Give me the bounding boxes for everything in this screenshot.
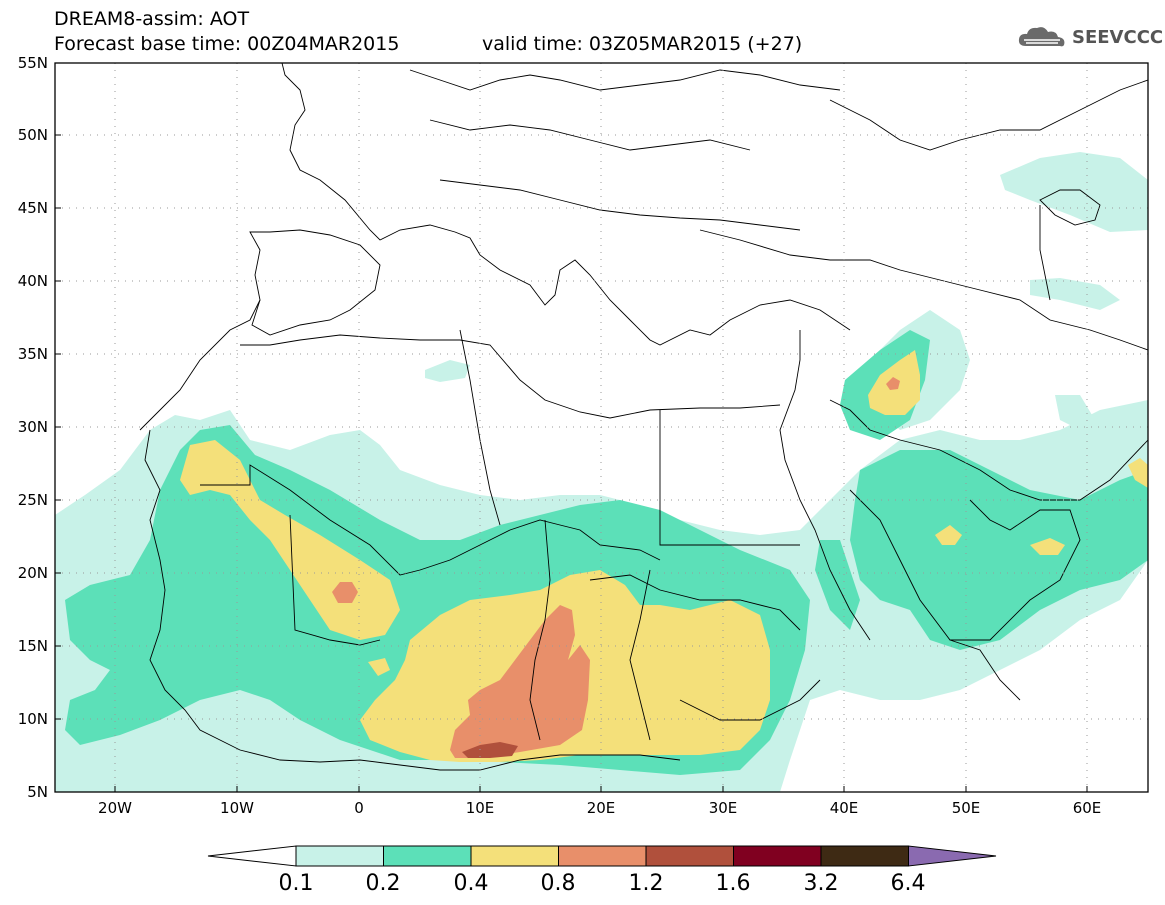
colorbar-swatch (820, 845, 909, 867)
lat-label: 35N (18, 345, 48, 363)
colorbar-swatch (645, 845, 734, 867)
lon-label: 50E (952, 799, 981, 817)
colorbar-tick-label: 0.8 (540, 871, 576, 896)
coastlines-and-borders (139, 63, 1148, 771)
lat-label: 40N (18, 272, 48, 290)
colorbar-tick-label: 1.2 (628, 871, 664, 896)
lon-label: 0 (354, 799, 364, 817)
lon-label: 20E (587, 799, 616, 817)
aot-level-1.2 (462, 742, 518, 758)
colorbar-swatch (470, 845, 559, 867)
colorbar-min-arrow (207, 845, 297, 867)
colorbar-max-arrow (908, 845, 997, 867)
lon-label: 10W (220, 799, 254, 817)
lon-label: 60E (1073, 799, 1102, 817)
colorbar-tick-label: 6.4 (890, 871, 926, 896)
cloud-icon (1018, 27, 1065, 47)
lon-label: 20W (98, 799, 132, 817)
lat-label: 5N (27, 783, 48, 801)
colorbar-swatch (383, 845, 472, 867)
colorbar-swatch (733, 845, 822, 867)
graticule (55, 63, 1148, 792)
axis-ticks (55, 134, 1088, 792)
lon-label: 10E (466, 799, 495, 817)
lat-label: 15N (18, 637, 48, 655)
lat-label: 50N (18, 126, 48, 144)
seevccc-logo: SEEVCCC (1016, 24, 1163, 50)
colorbar-tick-label: 1.6 (715, 871, 751, 896)
lat-labels: 5N 10N 15N 20N 25N 30N 35N 40N 45N 50N 5… (18, 54, 48, 801)
logo-text: SEEVCCC (1072, 26, 1164, 48)
base-time: Forecast base time: 00Z04MAR2015 (54, 33, 400, 55)
lon-label: 40E (830, 799, 859, 817)
colorbar-tick-label: 0.1 (278, 871, 314, 896)
map-title: DREAM8-assim: AOT (54, 8, 250, 30)
aot-contours (55, 152, 1148, 792)
colorbar-tick-label: 0.4 (453, 871, 489, 896)
lat-label: 30N (18, 418, 48, 436)
colorbar-tick-label: 3.2 (803, 871, 839, 896)
lat-label: 55N (18, 54, 48, 72)
lat-label: 10N (18, 710, 48, 728)
aot-level-0.8 (332, 377, 900, 758)
colorbar-swatch (558, 845, 647, 867)
forecast-times: Forecast base time: 00Z04MAR2015 valid ti… (54, 33, 802, 55)
colorbar-tick-label: 0.2 (365, 871, 401, 896)
colorbar (207, 845, 997, 867)
lon-label: 30E (709, 799, 738, 817)
lat-label: 45N (18, 199, 48, 217)
colorbar-swatch (295, 845, 384, 867)
lon-labels: 20W 10W 0 10E 20E 30E 40E 50E 60E (98, 799, 1101, 817)
lat-label: 25N (18, 491, 48, 509)
lat-label: 20N (18, 564, 48, 582)
valid-time: valid time: 03Z05MAR2015 (+27) (482, 33, 803, 55)
